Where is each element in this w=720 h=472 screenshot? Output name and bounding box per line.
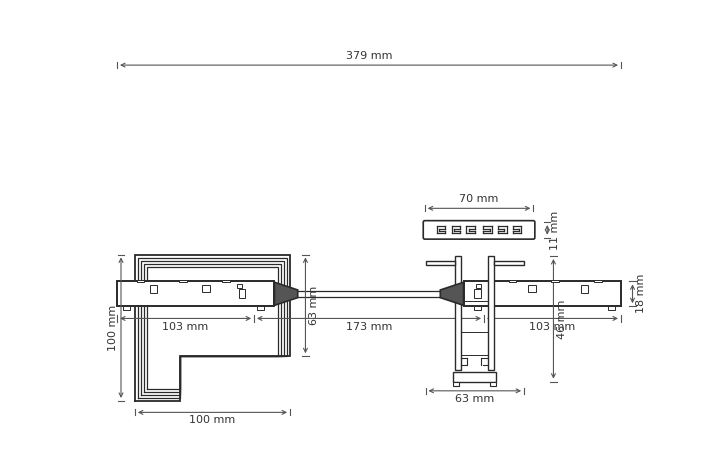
Text: 11 mm: 11 mm	[549, 210, 559, 250]
Bar	[239, 289, 245, 298]
Bar	[122, 306, 130, 310]
Bar	[238, 284, 242, 287]
Bar	[551, 280, 559, 282]
Bar	[137, 280, 144, 282]
Bar	[455, 256, 462, 370]
Bar	[464, 281, 621, 306]
Bar	[487, 256, 494, 370]
Bar	[580, 286, 588, 293]
Polygon shape	[441, 282, 464, 305]
Bar	[476, 284, 481, 287]
Text: 70 mm: 70 mm	[459, 194, 499, 204]
Polygon shape	[274, 282, 297, 305]
Text: 63 mm: 63 mm	[455, 394, 495, 404]
Bar	[528, 285, 536, 292]
Text: 103 mm: 103 mm	[529, 321, 575, 331]
Bar	[494, 261, 524, 265]
Text: 18 mm: 18 mm	[636, 274, 646, 313]
Bar	[179, 280, 187, 282]
Text: 100 mm: 100 mm	[108, 304, 118, 351]
Bar	[474, 289, 481, 298]
Text: 46 mm: 46 mm	[557, 299, 567, 338]
Bar	[608, 306, 616, 310]
Bar	[508, 280, 516, 282]
Bar	[453, 381, 459, 386]
Bar	[117, 281, 274, 306]
Text: 100 mm: 100 mm	[189, 415, 235, 425]
Text: 379 mm: 379 mm	[346, 51, 392, 61]
Bar	[490, 381, 496, 386]
Bar	[426, 261, 455, 265]
Text: 63 mm: 63 mm	[309, 286, 318, 325]
Text: 103 mm: 103 mm	[163, 321, 209, 331]
Bar	[594, 280, 601, 282]
Bar	[202, 285, 210, 292]
Bar	[256, 306, 264, 310]
Bar	[474, 306, 482, 310]
Text: 173 mm: 173 mm	[346, 321, 392, 331]
Bar	[453, 372, 496, 381]
Bar	[222, 280, 230, 282]
Bar	[150, 286, 158, 293]
FancyBboxPatch shape	[423, 220, 535, 239]
